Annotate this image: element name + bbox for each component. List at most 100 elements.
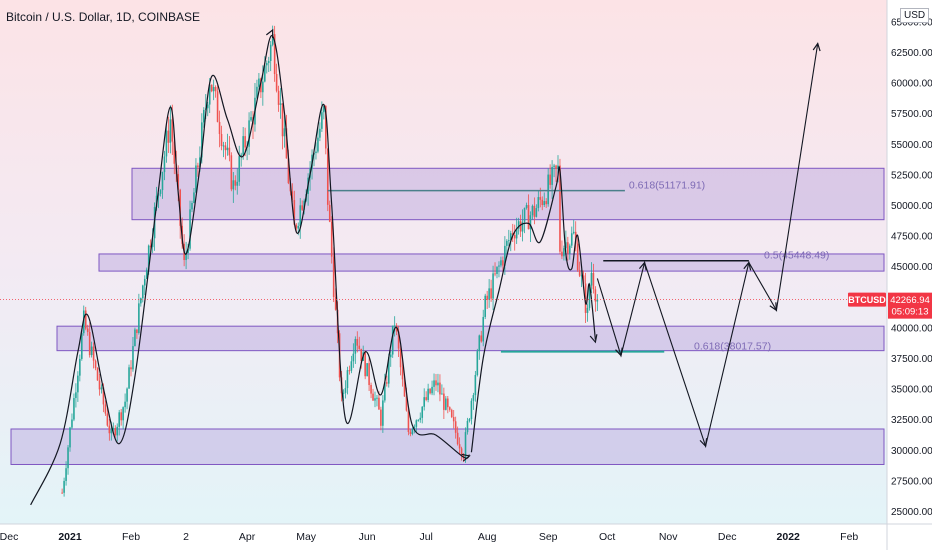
symbol-tag	[848, 292, 886, 307]
candle-body	[112, 428, 115, 430]
candle-body	[244, 136, 246, 148]
candle-body	[354, 338, 357, 354]
candle-body	[525, 205, 528, 208]
candle-body	[250, 117, 252, 121]
candle-body	[419, 417, 422, 420]
candle-body	[124, 401, 126, 408]
candle-body	[185, 253, 187, 261]
candle-body	[77, 375, 79, 393]
candle-body	[136, 329, 138, 333]
candle-body	[582, 275, 585, 284]
chart-title: Bitcoin / U.S. Dollar, 1D, COINBASE	[6, 10, 201, 24]
candle-body	[433, 380, 435, 387]
price-tag-value: 42266.94	[890, 295, 930, 306]
candle-body	[319, 128, 321, 138]
price-axis-background	[887, 0, 932, 524]
candle-body	[126, 388, 128, 402]
time-tick-label: Aug	[478, 531, 497, 543]
candle-body	[399, 348, 402, 368]
candle-body	[539, 197, 542, 200]
candle-body	[317, 137, 319, 152]
fib-level-label: 0.618(51171.91)	[629, 180, 705, 192]
candle-body	[260, 78, 262, 93]
price-tick-label: 45000.00	[891, 262, 932, 273]
candle-body	[163, 156, 166, 173]
price-tick-label: 25000.00	[891, 507, 932, 518]
candle-body	[411, 428, 414, 435]
candle-body	[531, 205, 534, 216]
candle-body	[332, 256, 335, 297]
candle-body	[537, 197, 540, 209]
candle-body	[543, 201, 546, 206]
candle-body	[541, 199, 544, 206]
candle-body	[506, 240, 508, 246]
candle-body	[588, 285, 591, 308]
candle-body	[580, 275, 583, 277]
recent-swing-sketch	[470, 166, 596, 453]
candle-body	[533, 205, 536, 217]
candle-body	[330, 221, 333, 257]
candle-body	[98, 380, 101, 390]
candle-body	[94, 360, 97, 369]
fib-level-label: 0.5(45448.49)	[764, 250, 829, 262]
candle-body	[405, 396, 408, 411]
zone-3	[56, 325, 885, 352]
candle-body	[269, 44, 272, 61]
time-axis[interactable]: Dec 2021 Feb 2 Apr May Jun Jul Aug Sep Oct Nov Dec 20…	[0, 531, 858, 543]
candle-body	[431, 386, 433, 394]
trend-drawings	[30, 28, 821, 506]
candle-body	[273, 34, 276, 75]
candle-body	[565, 242, 567, 249]
candle-body	[236, 181, 239, 186]
price-tick-label: 40000.00	[891, 323, 932, 334]
arrow-head	[699, 438, 708, 448]
candle-body	[460, 448, 463, 456]
candle-body	[445, 398, 447, 410]
price-tick-label: 62500.00	[891, 48, 932, 59]
candle-body	[504, 245, 506, 266]
candle-body	[234, 180, 237, 186]
candle-body	[509, 233, 512, 241]
zone-4	[10, 428, 885, 465]
candle-body	[500, 260, 502, 266]
candle-body	[382, 400, 384, 426]
candle-body	[285, 128, 288, 159]
candle-body	[448, 407, 451, 410]
time-tick-label: Nov	[659, 531, 678, 543]
candle-body	[545, 201, 547, 205]
candle-body	[258, 78, 260, 87]
candle-body	[299, 205, 302, 226]
arrow-head	[615, 347, 623, 357]
candle-body	[122, 407, 124, 421]
price-tag	[888, 292, 932, 319]
candle-body	[132, 346, 134, 370]
candle-body	[391, 325, 394, 355]
candle-body	[535, 208, 538, 217]
candle-body	[212, 87, 215, 92]
candle-body	[325, 106, 327, 149]
time-tick-label: Oct	[599, 531, 615, 543]
candle-body	[521, 221, 524, 232]
candle-body	[102, 387, 105, 405]
candle-body	[413, 426, 416, 429]
candle-body	[116, 426, 119, 436]
currency-label[interactable]: USD	[900, 8, 930, 23]
fibonacci-levels: 0.618(51171.91) 0.5(45448.49) 0.618(38017.…	[327, 180, 829, 353]
candle-body	[81, 333, 83, 359]
candle-body	[484, 295, 486, 317]
candle-body	[96, 368, 99, 381]
candle-body	[226, 147, 229, 151]
candle-body	[368, 363, 370, 386]
candle-body	[549, 174, 551, 185]
candle-body	[502, 260, 504, 266]
arrow-head	[461, 453, 471, 462]
candle-body	[417, 419, 420, 421]
candle-body	[214, 87, 217, 92]
candle-body	[570, 233, 573, 246]
candle-body	[378, 397, 380, 410]
candle-body	[61, 492, 63, 494]
candle-body	[561, 251, 563, 257]
candle-body	[92, 346, 95, 361]
candle-body	[393, 325, 396, 327]
